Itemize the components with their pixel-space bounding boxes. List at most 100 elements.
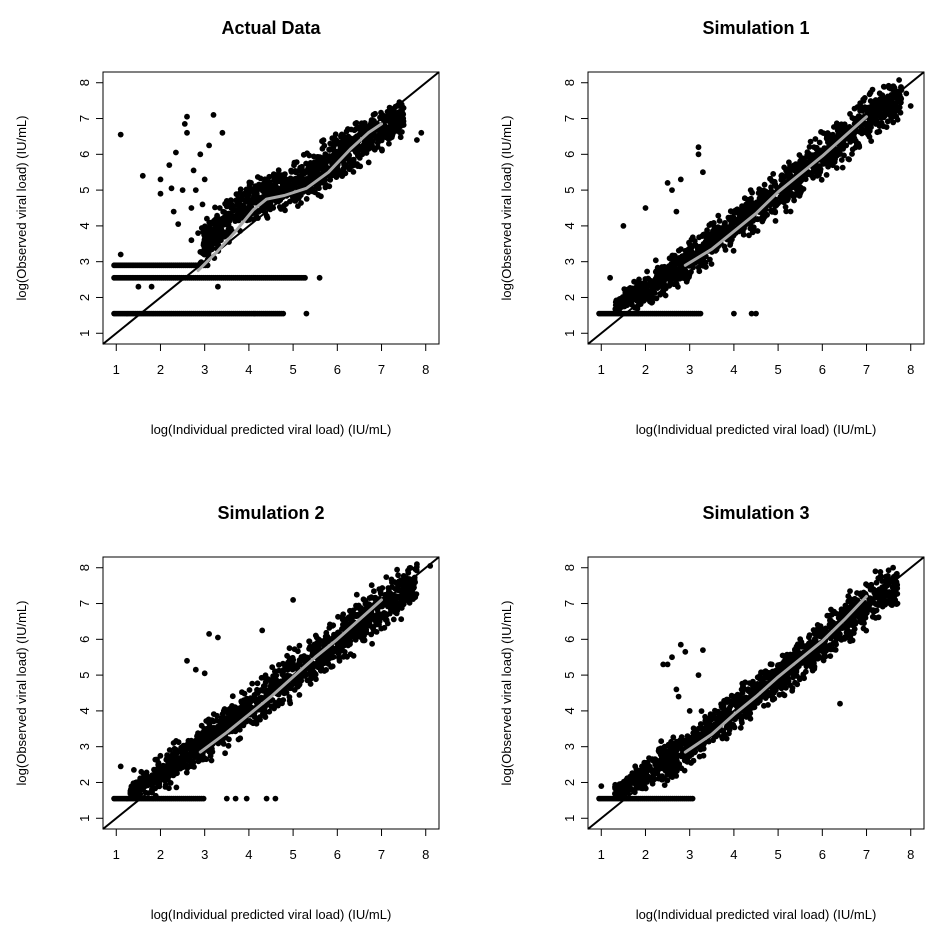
- data-point: [139, 172, 146, 179]
- data-point: [285, 665, 292, 671]
- data-point: [406, 565, 413, 571]
- data-point: [262, 186, 268, 192]
- data-point: [214, 723, 221, 730]
- data-point: [298, 176, 305, 182]
- data-point: [222, 750, 228, 757]
- y-tick-label: 8: [77, 79, 92, 86]
- data-point: [203, 731, 210, 738]
- data-point: [224, 216, 230, 222]
- y-tick-label: 2: [77, 779, 92, 786]
- data-point: [634, 282, 641, 288]
- data-point: [767, 175, 773, 182]
- data-point: [796, 192, 803, 198]
- data-point: [262, 714, 269, 720]
- data-point: [302, 274, 308, 281]
- data-point: [874, 129, 881, 136]
- data-point: [286, 177, 293, 184]
- plot-area: [102, 556, 440, 830]
- data-point: [166, 162, 173, 168]
- data-point: [135, 779, 142, 785]
- y-tick-label: 4: [77, 222, 92, 229]
- data-point: [396, 110, 402, 116]
- data-point: [291, 646, 298, 653]
- data-point: [339, 173, 346, 179]
- data-point: [818, 176, 825, 183]
- data-point: [368, 582, 375, 589]
- y-tick-label: 3: [77, 258, 92, 265]
- data-point: [375, 612, 382, 619]
- y-tick-label: 5: [77, 186, 92, 193]
- data-point: [184, 657, 190, 664]
- data-point: [117, 763, 124, 770]
- data-point: [792, 165, 799, 171]
- data-point: [730, 247, 737, 254]
- data-point: [152, 772, 159, 779]
- data-point: [847, 111, 853, 117]
- data-point: [200, 240, 207, 247]
- data-point: [861, 95, 868, 101]
- data-point: [737, 724, 744, 731]
- data-point: [412, 579, 418, 586]
- data-point: [157, 190, 164, 197]
- data-point: [762, 191, 768, 197]
- data-point: [863, 127, 869, 134]
- identity-line: [102, 71, 440, 345]
- data-point: [907, 103, 914, 109]
- data-point: [677, 176, 684, 183]
- data-point: [731, 310, 737, 317]
- data-point: [145, 779, 151, 786]
- data-point: [131, 767, 137, 773]
- x-tick-label: 8: [907, 362, 914, 377]
- data-point: [243, 795, 250, 802]
- y-tick-label: 2: [77, 294, 92, 301]
- data-point: [793, 181, 800, 187]
- data-point: [323, 629, 330, 636]
- x-tick-label: 5: [289, 362, 296, 377]
- data-point: [235, 736, 242, 743]
- data-point: [695, 151, 702, 158]
- data-point: [239, 689, 245, 696]
- data-point: [318, 193, 324, 200]
- data-point: [837, 146, 844, 153]
- data-point: [238, 195, 245, 202]
- data-point: [180, 742, 187, 749]
- data-point: [716, 218, 723, 224]
- data-point: [200, 795, 207, 802]
- data-point: [411, 584, 417, 591]
- data-point: [702, 233, 709, 240]
- data-point: [270, 679, 276, 686]
- data-point: [310, 153, 317, 160]
- data-point: [298, 168, 305, 175]
- data-point: [839, 164, 846, 171]
- x-tick-label: 1: [113, 362, 120, 377]
- data-point: [215, 634, 221, 641]
- data-point: [890, 83, 896, 90]
- data-point: [666, 255, 673, 262]
- data-point: [321, 653, 327, 660]
- data-point: [785, 195, 791, 202]
- data-point: [628, 290, 635, 296]
- data-point: [296, 660, 303, 667]
- data-point: [669, 187, 675, 193]
- data-point: [710, 220, 717, 226]
- data-point: [739, 719, 745, 726]
- y-tick-label: 2: [562, 294, 577, 301]
- data-point: [166, 785, 172, 792]
- data-point: [144, 773, 151, 780]
- data-point: [787, 208, 794, 215]
- data-point: [379, 146, 385, 153]
- data-point: [241, 204, 247, 211]
- data-point: [354, 151, 361, 158]
- data-point: [620, 299, 627, 306]
- data-point: [234, 201, 241, 208]
- data-point: [775, 200, 781, 207]
- data-point: [866, 133, 873, 140]
- data-point: [770, 171, 777, 177]
- data-point: [321, 637, 328, 644]
- data-point: [247, 198, 254, 205]
- data-point: [825, 138, 832, 145]
- data-point: [851, 116, 858, 122]
- data-point: [668, 260, 675, 267]
